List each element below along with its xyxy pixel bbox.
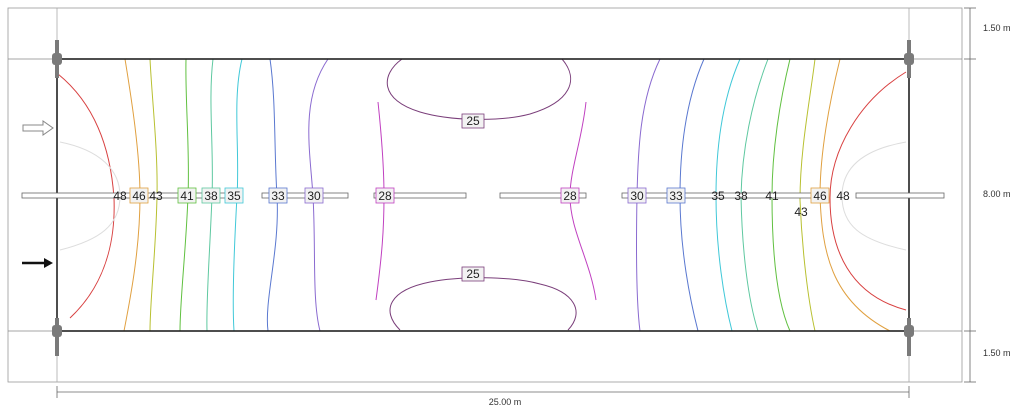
top-strip-label: 1.50 m — [983, 23, 1011, 33]
row-label-3: 41 — [180, 189, 194, 203]
solid-arrow-icon — [22, 258, 53, 268]
row-label-13: 38 — [734, 189, 748, 203]
label-25-bottom: 25 — [466, 267, 480, 281]
mast-top-left — [52, 40, 62, 78]
row-label-15: 46 — [813, 189, 827, 203]
row-label-11: 33 — [669, 189, 683, 203]
length-label: 25.00 m — [489, 397, 522, 407]
row-label-4: 38 — [204, 189, 218, 203]
field-label: 8.00 m — [983, 189, 1011, 199]
row-label-14: 41 — [765, 189, 779, 203]
row-label-1: 46 — [132, 189, 146, 203]
row-label-16: 48 — [836, 189, 850, 203]
row-label-8: 28 — [378, 189, 392, 203]
row-label-9: 28 — [563, 189, 577, 203]
bottom-strip-label: 1.50 m — [983, 348, 1011, 358]
row-label-6: 33 — [271, 189, 285, 203]
row-label-0: 48 — [113, 189, 127, 203]
row-label-12: 35 — [711, 189, 725, 203]
label-43-extra: 43 — [794, 205, 808, 219]
row-label-5: 35 — [227, 189, 241, 203]
width-dimension — [964, 8, 976, 382]
length-dimension — [57, 386, 909, 398]
outline-arrow-icon — [23, 121, 53, 135]
row-label-10: 30 — [630, 189, 644, 203]
mast-bottom-right — [904, 318, 914, 356]
row-label-2: 43 — [149, 189, 163, 203]
contour-25-top — [387, 59, 570, 119]
mast-bottom-left — [52, 318, 62, 356]
row-label-7: 30 — [307, 189, 321, 203]
contour-25-bottom — [390, 278, 576, 330]
row-bar-6 — [856, 193, 944, 198]
label-25-top: 25 — [466, 114, 480, 128]
